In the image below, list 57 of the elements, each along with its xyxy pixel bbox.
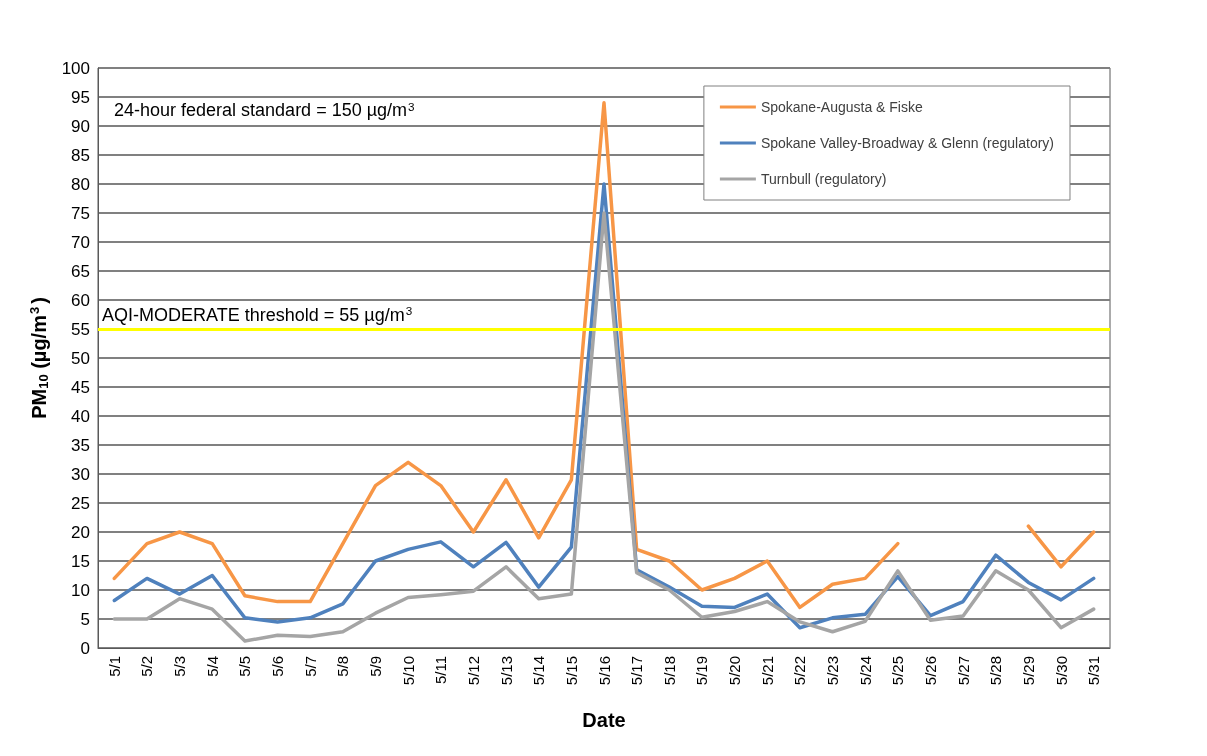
x-tick-label: 5/17 xyxy=(628,656,646,686)
legend-label: Turnbull (regulatory) xyxy=(760,171,887,187)
x-tick-label: 5/22 xyxy=(791,656,809,686)
x-tick-label: 5/6 xyxy=(269,656,287,677)
x-tick-label: 5/12 xyxy=(464,656,482,686)
x-tick-label: 5/18 xyxy=(660,656,678,686)
y-tick-label: 80 xyxy=(71,174,90,194)
x-tick-label: 5/26 xyxy=(921,656,939,686)
y-tick-label: 70 xyxy=(71,232,90,252)
y-tick-label: 35 xyxy=(71,435,90,455)
x-axis-title: Date xyxy=(582,709,626,731)
y-tick-label: 100 xyxy=(61,58,90,78)
y-tick-label: 95 xyxy=(71,87,90,107)
x-tick-label: 5/9 xyxy=(366,656,384,677)
x-tick-label: 5/19 xyxy=(693,656,711,686)
y-tick-label: 90 xyxy=(71,116,90,136)
y-tick-label: 10 xyxy=(71,580,90,600)
x-tick-label: 5/10 xyxy=(399,656,417,686)
y-tick-label: 75 xyxy=(71,203,90,223)
x-tick-label: 5/11 xyxy=(432,656,450,685)
y-tick-label: 85 xyxy=(71,145,90,165)
x-tick-label: 5/21 xyxy=(758,656,776,686)
legend-label: Spokane-Augusta & Fiske xyxy=(760,99,923,115)
y-tick-label: 65 xyxy=(71,261,90,281)
y-tick-label: 20 xyxy=(71,522,90,542)
x-tick-label: 5/27 xyxy=(954,656,972,686)
x-tick-label: 5/31 xyxy=(1085,656,1103,686)
x-tick-label: 5/29 xyxy=(1019,656,1037,686)
legend-label: Spokane Valley-Broadway & Glenn (regulatory) xyxy=(760,135,1055,151)
x-tick-label: 5/25 xyxy=(889,656,907,686)
y-tick-label: 30 xyxy=(71,464,90,484)
x-tick-label: 5/14 xyxy=(530,656,548,686)
x-tick-label: 5/16 xyxy=(595,656,613,686)
y-tick-label: 40 xyxy=(71,406,90,426)
x-tick-label: 5/15 xyxy=(562,656,580,686)
x-tick-label: 5/24 xyxy=(856,656,874,686)
y-tick-label: 15 xyxy=(71,551,90,571)
x-tick-label: 5/3 xyxy=(171,656,189,677)
y-axis-title: PM10 (µg/m3) xyxy=(27,297,51,419)
y-tick-label: 50 xyxy=(71,348,90,368)
x-tick-label: 5/7 xyxy=(301,656,319,677)
x-tick-label: 5/5 xyxy=(236,656,254,677)
x-tick-label: 5/2 xyxy=(138,656,156,677)
y-tick-label: 25 xyxy=(71,493,90,513)
x-tick-label: 5/23 xyxy=(824,656,842,686)
x-tick-label: 5/28 xyxy=(987,656,1005,686)
x-tick-label: 5/1 xyxy=(105,656,123,677)
y-tick-label: 45 xyxy=(71,377,90,397)
x-tick-label: 5/20 xyxy=(726,656,744,686)
x-tick-label: 5/13 xyxy=(497,656,515,686)
y-tick-label: 60 xyxy=(71,290,90,310)
y-tick-label: 0 xyxy=(80,638,90,658)
y-tick-label: 5 xyxy=(80,609,90,629)
x-tick-label: 5/30 xyxy=(1052,656,1070,686)
y-tick-label: 55 xyxy=(71,319,90,339)
x-tick-label: 5/8 xyxy=(334,656,352,677)
x-tick-label: 5/4 xyxy=(203,656,221,677)
